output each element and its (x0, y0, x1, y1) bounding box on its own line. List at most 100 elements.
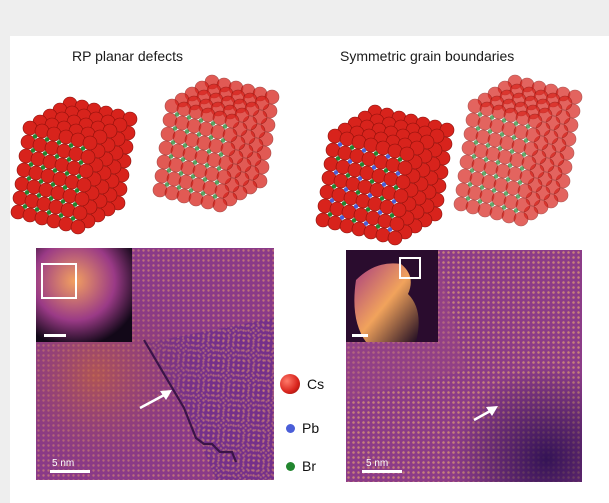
atom-small (52, 168, 58, 173)
atom-small (365, 207, 371, 212)
atom-small (166, 168, 172, 173)
atom-small (357, 176, 363, 181)
crystal-block-right (152, 74, 280, 213)
atom-small (214, 180, 220, 185)
atom-small (194, 146, 200, 151)
scale-bar-label: 5 nm (52, 458, 74, 469)
atom-small (182, 143, 188, 148)
atom-small (80, 146, 86, 151)
microscopy-image-right: 5 nm (346, 250, 582, 482)
arrow-icon (139, 390, 172, 410)
atom-small (186, 115, 192, 120)
legend-item-pb: Pb (286, 420, 319, 436)
atom-small (381, 182, 387, 187)
atom-small (471, 154, 477, 159)
atom-small (180, 157, 186, 162)
atom-small (216, 166, 222, 171)
atom-sphere (467, 98, 483, 114)
atom-small (359, 162, 365, 167)
inset-image (36, 248, 132, 342)
atom-small (32, 134, 38, 139)
atom-small (337, 142, 343, 147)
scale-bar (50, 470, 90, 473)
atom-small (178, 171, 184, 176)
atom-small (218, 152, 224, 157)
atom-small (509, 149, 515, 154)
atom-small (176, 185, 182, 190)
atom-small (22, 204, 28, 209)
atom-small (373, 151, 379, 156)
atom-small (339, 215, 345, 220)
atom-small (212, 194, 218, 199)
atom-small (46, 210, 52, 215)
atom-small (519, 166, 525, 171)
atom-small (56, 140, 62, 145)
atom-small (36, 193, 42, 198)
atom-small (465, 196, 471, 201)
atom-small (349, 145, 355, 150)
atom-sphere (327, 128, 343, 144)
inset-image (346, 250, 438, 342)
legend-label-br: Br (302, 458, 316, 474)
atom-small (222, 124, 228, 129)
crystal-block-right (453, 74, 583, 227)
atom-small (379, 196, 385, 201)
atom-small (377, 210, 383, 215)
atom-small (54, 154, 60, 159)
atom-small (220, 138, 226, 143)
atom-small (345, 173, 351, 178)
scale-bar-label: 5 nm (366, 458, 388, 469)
atom-small (64, 171, 70, 176)
atom-small (513, 208, 519, 213)
atom-small (76, 174, 82, 179)
atom-small (397, 157, 403, 162)
atom-small (198, 118, 204, 123)
atom-sphere (387, 230, 403, 246)
atom-sphere (22, 120, 38, 136)
grain-boundary-crystal-model (315, 74, 583, 246)
atom-small (501, 205, 507, 210)
scale-bar (362, 470, 402, 473)
arrow-icon (473, 406, 498, 422)
atom-small (24, 190, 30, 195)
atom-small (28, 162, 34, 167)
atom-small (170, 140, 176, 145)
atom-small (521, 152, 527, 157)
atom-small (42, 151, 48, 156)
atom-small (387, 227, 393, 232)
atom-small (503, 191, 509, 196)
atom-small (395, 171, 401, 176)
atom-small (501, 118, 507, 123)
atom-small (467, 182, 473, 187)
inset-scale-bar (352, 334, 368, 337)
atom-small (363, 221, 369, 226)
legend-label-pb: Pb (302, 420, 320, 436)
atom-small (493, 174, 499, 179)
atom-small (26, 176, 32, 181)
grain-boundary-line (143, 339, 238, 463)
atom-small (200, 191, 206, 196)
atom-small (473, 140, 479, 145)
atom-sphere (70, 219, 86, 235)
atom-small (477, 112, 483, 117)
atom-small (184, 129, 190, 134)
atom-small (513, 121, 519, 126)
atom-small (361, 148, 367, 153)
atom-small (329, 198, 335, 203)
atom-small (389, 213, 395, 218)
atom-small (511, 135, 517, 140)
atom-small (58, 213, 64, 218)
legend-label-cs: Cs (307, 376, 325, 392)
microscopy-image-left: 5 nm (36, 248, 274, 480)
atom-small (60, 199, 66, 204)
atom-small (469, 168, 475, 173)
atom-small (497, 146, 503, 151)
atom-small (66, 157, 72, 162)
atom-small (487, 129, 493, 134)
atom-small (343, 187, 349, 192)
inset-scale-bar (44, 334, 66, 337)
atom-small (477, 199, 483, 204)
atom-small (50, 182, 56, 187)
atom-small (351, 218, 357, 223)
atom-small (489, 115, 495, 120)
